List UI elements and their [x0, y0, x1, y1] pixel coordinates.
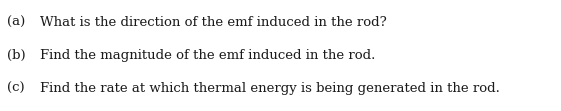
Text: Find the rate at which thermal energy is being generated in the rod.: Find the rate at which thermal energy is…: [40, 82, 500, 95]
Text: (b): (b): [7, 49, 25, 62]
Text: (a): (a): [7, 16, 25, 29]
Text: (c): (c): [7, 82, 24, 95]
Text: What is the direction of the emf induced in the rod?: What is the direction of the emf induced…: [40, 16, 387, 29]
Text: Find the magnitude of the emf induced in the rod.: Find the magnitude of the emf induced in…: [40, 49, 376, 62]
